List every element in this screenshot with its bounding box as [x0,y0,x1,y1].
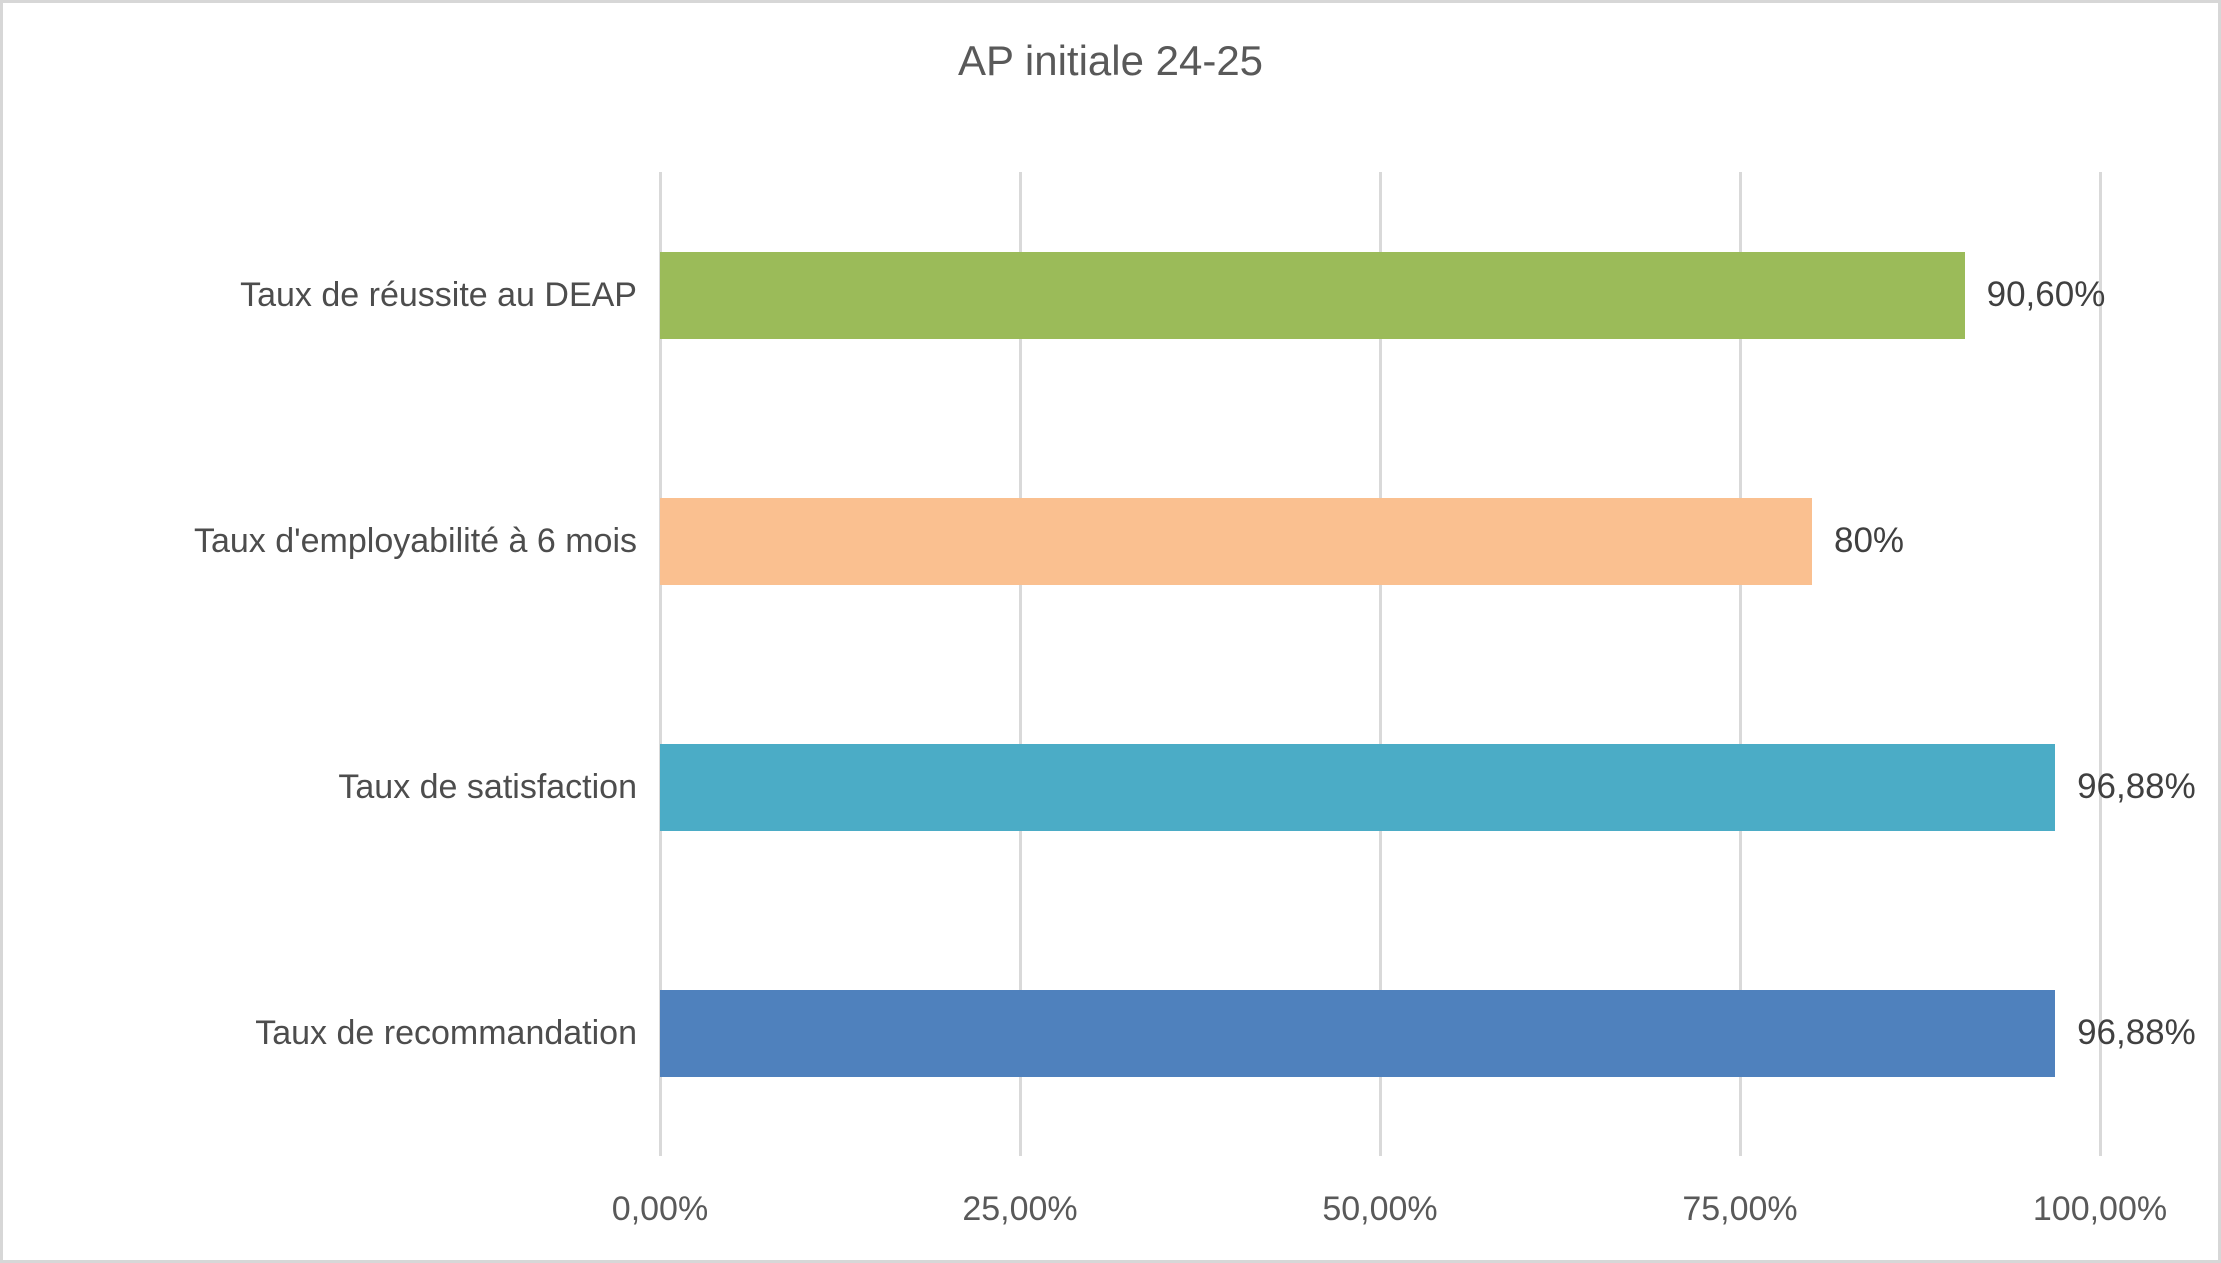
value-label-taux-d-employabilite-a-6-mois: 80% [1834,521,1905,560]
value-label-taux-de-reussite-au-deap: 90,60% [1986,275,2106,314]
category-label-taux-de-reussite-au-deap: Taux de réussite au DEAP [240,276,637,314]
x-axis-tick-label: 25,00% [962,1190,1078,1228]
category-axis: Taux de réussite au DEAP Taux d'employabi… [3,3,2218,1260]
x-axis-tick-label: 0,00% [611,1190,709,1228]
x-axis-tick-label: 75,00% [1682,1190,1798,1228]
gridline-layer [3,3,2218,1260]
gridline [658,172,662,1156]
gridline [1378,172,1382,1156]
bar-taux-d-employabilite-a-6-mois [660,497,1812,585]
x-axis-tick-label: 100,00% [2032,1190,2168,1228]
chart-title: AP initiale 24-25 [957,37,1264,84]
value-axis: 0,00% 25,00% 50,00% 75,00% 100,00% [3,3,2218,1260]
bar-taux-de-satisfaction [660,743,2056,831]
category-label-taux-de-recommandation: Taux de recommandation [255,1014,637,1052]
bar-taux-de-reussite-au-deap [660,251,1965,339]
bar-layer: 90,60% 80% 96,88% 96,88% [3,3,2218,1260]
x-axis-tick-label: 50,00% [1322,1190,1438,1228]
gridline [1738,172,1742,1156]
value-label-taux-de-recommandation: 96,88% [2077,1013,2196,1052]
gridline [2098,172,2102,1156]
gridline [1018,172,1022,1156]
value-label-taux-de-satisfaction: 96,88% [2077,767,2196,806]
category-label-taux-d-employabilite-a-6-mois: Taux d'employabilité à 6 mois [193,522,637,560]
category-label-taux-de-satisfaction: Taux de satisfaction [338,768,637,806]
bar-taux-de-recommandation [660,989,2056,1077]
